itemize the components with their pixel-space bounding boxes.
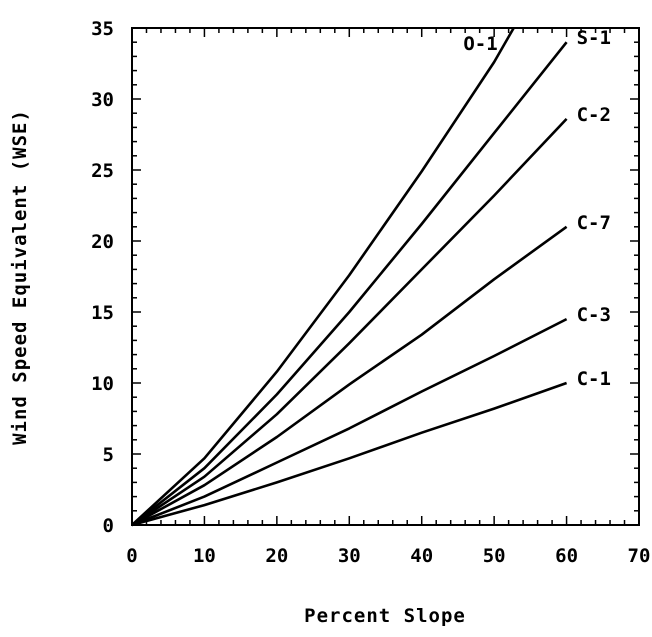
- series-labels: O-1 S-1 C-2 C-7 C-3 C-1: [463, 27, 611, 390]
- series-label: C-7: [577, 212, 611, 234]
- x-tick-label: 30: [338, 545, 361, 567]
- series-label: O-1: [463, 33, 497, 55]
- series-label: C-2: [577, 104, 611, 126]
- y-tick-label: 15: [91, 302, 114, 324]
- x-tick-labels: 0 10 20 30 40 50 60 70: [126, 545, 650, 567]
- series-line: [131, 27, 515, 526]
- x-tick-label: 0: [126, 545, 137, 567]
- series-lines: [131, 27, 568, 527]
- x-tick-label: 10: [193, 545, 216, 567]
- series-label: C-1: [577, 368, 611, 390]
- y-tick-label: 25: [91, 160, 114, 182]
- series-label: C-3: [577, 304, 611, 326]
- y-tick-label: 0: [103, 515, 114, 537]
- y-tick-label: 5: [103, 444, 114, 466]
- x-tick-label: 50: [483, 545, 506, 567]
- x-tick-label: 70: [628, 545, 651, 567]
- plot-frame: [131, 27, 640, 526]
- x-tick-label: 40: [410, 545, 433, 567]
- series-line: [131, 381, 568, 527]
- x-tick-label: 20: [265, 545, 288, 567]
- y-tick-label: 10: [91, 373, 114, 395]
- series-line: [131, 41, 568, 527]
- x-tick-label: 60: [555, 545, 578, 567]
- y-tick-label: 20: [91, 231, 114, 253]
- series-line: [131, 317, 568, 527]
- axis-ticks: [131, 27, 640, 526]
- series-label: S-1: [577, 27, 611, 49]
- x-axis-title: Percent Slope: [304, 605, 466, 627]
- series-line: [131, 118, 568, 527]
- y-axis-title: Wind Speed Equivalent (WSE): [9, 109, 31, 445]
- y-tick-labels: 0 5 10 15 20 25 30 35: [91, 18, 114, 537]
- y-tick-label: 30: [91, 89, 114, 111]
- y-tick-label: 35: [91, 18, 114, 40]
- series-line: [131, 225, 568, 527]
